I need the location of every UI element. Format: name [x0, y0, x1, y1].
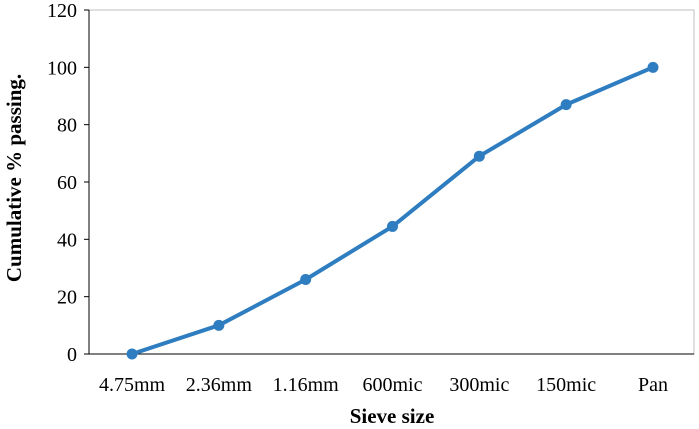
data-point-marker [647, 61, 659, 73]
x-tick-label: 4.75mm [99, 374, 166, 396]
series-line [130, 65, 655, 356]
y-axis-ticks: 0 20 40 60 80 100 120 [47, 0, 89, 366]
x-tick-label: 2.36mm [186, 374, 253, 396]
y-tick-label: 0 [67, 344, 77, 366]
x-axis-ticks: 4.75mm 2.36mm 1.16mm 600mic 300mic 150mic Pan [99, 374, 668, 396]
x-tick-label: 300mic [449, 374, 509, 396]
data-point-marker [213, 319, 225, 331]
x-tick-label: 1.16mm [273, 374, 340, 396]
data-point-marker [560, 99, 572, 111]
y-tick-label: 100 [47, 57, 77, 79]
data-point-marker [300, 273, 312, 285]
data-point-marker [126, 348, 138, 360]
y-tick-label: 80 [57, 115, 77, 137]
y-tick-label: 120 [47, 0, 77, 22]
plot-area-frame [88, 9, 695, 355]
data-point-marker [473, 150, 485, 162]
x-axis-title: Sieve size [350, 404, 435, 428]
data-point-marker [387, 220, 398, 232]
x-tick-label: 150mic [536, 374, 596, 396]
y-tick-label: 40 [57, 229, 77, 251]
y-axis-title: Cumulative % passing. [2, 74, 26, 282]
x-tick-label: 600mic [363, 374, 423, 396]
y-tick-label: 20 [57, 287, 77, 309]
series-layer [126, 61, 659, 360]
x-tick-label: Pan [638, 374, 668, 396]
y-tick-label: 60 [57, 172, 77, 194]
